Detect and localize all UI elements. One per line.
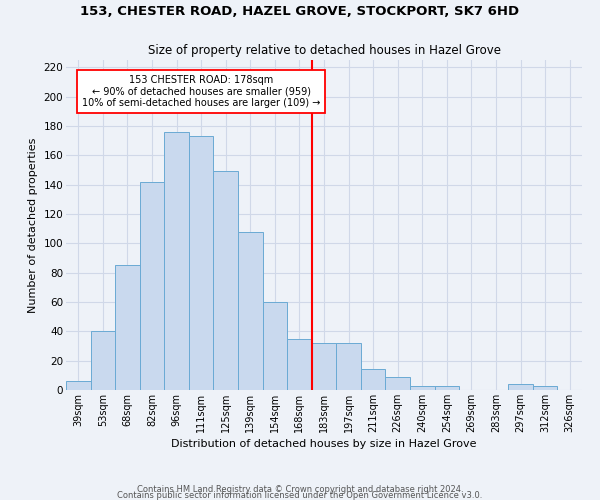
Bar [164, 132, 189, 390]
Bar [189, 136, 214, 390]
Bar [336, 343, 361, 390]
Bar [287, 338, 312, 390]
Bar [214, 172, 238, 390]
Y-axis label: Number of detached properties: Number of detached properties [28, 138, 38, 312]
Text: Contains HM Land Registry data © Crown copyright and database right 2024.: Contains HM Land Registry data © Crown c… [137, 484, 463, 494]
Text: Contains public sector information licensed under the Open Government Licence v3: Contains public sector information licen… [118, 490, 482, 500]
Bar [140, 182, 164, 390]
Bar [263, 302, 287, 390]
X-axis label: Distribution of detached houses by size in Hazel Grove: Distribution of detached houses by size … [171, 439, 477, 449]
Bar [312, 343, 336, 390]
Bar [533, 386, 557, 390]
Text: 153, CHESTER ROAD, HAZEL GROVE, STOCKPORT, SK7 6HD: 153, CHESTER ROAD, HAZEL GROVE, STOCKPOR… [80, 5, 520, 18]
Bar [385, 377, 410, 390]
Bar [66, 381, 91, 390]
Text: 153 CHESTER ROAD: 178sqm
← 90% of detached houses are smaller (959)
10% of semi-: 153 CHESTER ROAD: 178sqm ← 90% of detach… [82, 74, 320, 108]
Bar [238, 232, 263, 390]
Bar [91, 332, 115, 390]
Bar [115, 266, 140, 390]
Bar [361, 370, 385, 390]
Bar [508, 384, 533, 390]
Bar [410, 386, 434, 390]
Bar [434, 386, 459, 390]
Title: Size of property relative to detached houses in Hazel Grove: Size of property relative to detached ho… [148, 44, 500, 58]
